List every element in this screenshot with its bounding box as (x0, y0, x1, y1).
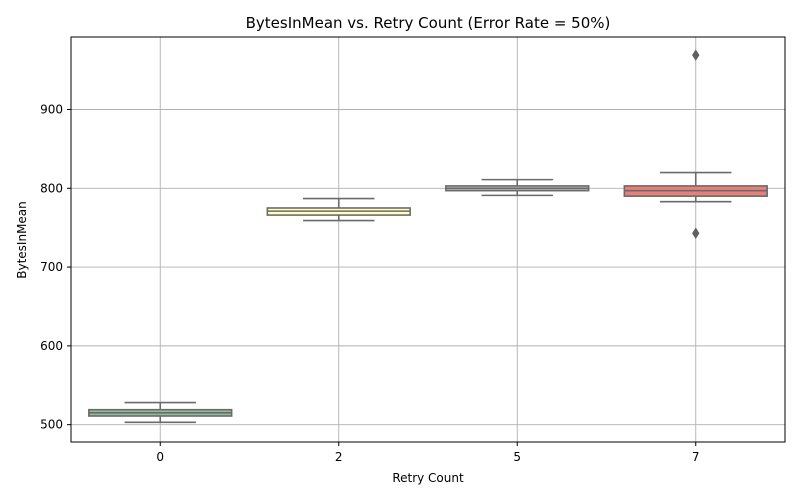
x-tick-label: 7 (692, 450, 700, 464)
box-layer (88, 49, 768, 424)
box-group-7 (623, 49, 768, 239)
box-group-2 (266, 197, 411, 222)
y-tick-label: 700 (40, 260, 63, 274)
x-tick-label: 5 (513, 450, 521, 464)
y-tick-label: 800 (40, 181, 63, 195)
grid-layer (71, 37, 785, 442)
x-tick-label: 0 (156, 450, 164, 464)
outlier-point (692, 227, 700, 239)
outlier-point (692, 49, 700, 61)
tick-layer: 0 2 5 7 500 600 700 800 900 (40, 102, 699, 464)
box-group-0 (88, 401, 233, 424)
x-tick-label: 2 (335, 450, 343, 464)
chart-title: BytesInMean vs. Retry Count (Error Rate … (246, 14, 611, 32)
box-group-5 (445, 178, 590, 197)
y-axis-label: BytesInMean (15, 201, 29, 279)
y-tick-label: 600 (40, 339, 63, 353)
y-tick-label: 900 (40, 102, 63, 116)
plot-frame (70, 36, 786, 443)
x-axis-label: Retry Count (392, 471, 464, 485)
y-tick-label: 500 (40, 418, 63, 432)
